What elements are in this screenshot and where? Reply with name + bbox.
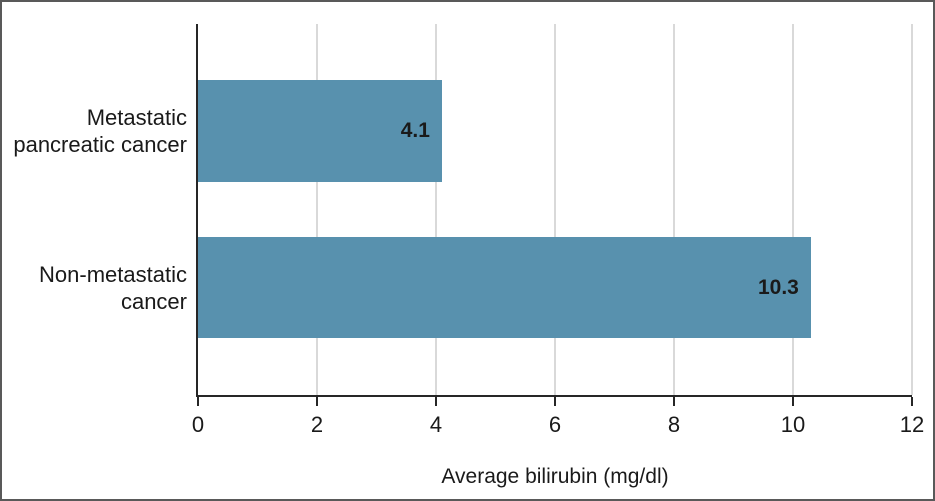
plot-area: 4.1 10.3 0 2 4 6 8 10 12 [192, 24, 924, 437]
gridline [911, 24, 913, 395]
category-label: Metastatic pancreatic cancer [13, 105, 187, 157]
x-tick-label: 12 [899, 412, 925, 437]
bar: 4.1 [198, 80, 442, 182]
bar-value-label: 10.3 [757, 275, 799, 299]
x-tick-label: 10 [780, 412, 806, 437]
x-tick-mark [554, 397, 556, 406]
gridline [792, 24, 794, 395]
x-tick-label: 8 [667, 412, 681, 437]
bar-value-label: 4.1 [400, 119, 430, 142]
bar: 10.3 [198, 237, 811, 338]
gridline [435, 24, 437, 395]
x-axis-title: Average bilirubin (mg/dl) [441, 465, 669, 488]
y-axis-line [196, 24, 198, 397]
category-label: Non-metastatic cancer [39, 261, 187, 314]
x-tick-mark [673, 397, 675, 406]
x-tick-mark [197, 397, 199, 406]
x-tick-label: 2 [310, 412, 324, 437]
x-tick-mark [792, 397, 794, 406]
x-tick-label: 4 [429, 412, 443, 437]
x-axis-line [196, 395, 912, 397]
x-tick-mark [911, 397, 913, 406]
x-tick-label: 6 [548, 412, 562, 437]
gridline [673, 24, 675, 395]
x-tick-label: 0 [191, 412, 205, 437]
x-tick-mark [435, 397, 437, 406]
x-tick-mark [316, 397, 318, 406]
gridline [316, 24, 318, 395]
gridline [554, 24, 556, 395]
